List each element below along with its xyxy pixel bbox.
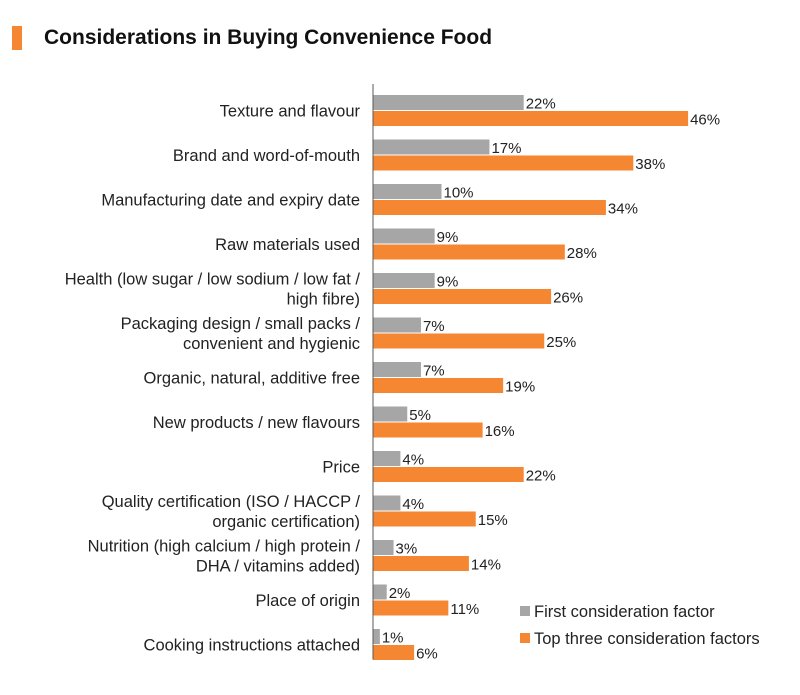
category-label: Quality certification (ISO / HACCP / [102, 493, 361, 511]
legend-label: Top three consideration factors [534, 630, 760, 648]
category-label: Raw materials used [215, 236, 360, 254]
data-label: 4% [402, 496, 424, 513]
bar-first-consideration [373, 139, 490, 155]
bars-layer [373, 95, 689, 660]
data-label: 15% [478, 512, 508, 529]
data-label: 46% [690, 112, 720, 129]
data-label: 6% [416, 646, 438, 663]
data-label: 16% [485, 423, 515, 440]
bar-top-three [373, 333, 545, 349]
bar-top-three [373, 244, 565, 260]
bar-first-consideration [373, 362, 421, 377]
category-label: high fibre) [287, 291, 360, 309]
bar-first-consideration [373, 540, 394, 555]
category-label: Health (low sugar / low sodium / low fat… [65, 271, 361, 289]
bar-first-consideration [373, 584, 387, 600]
data-label: 7% [423, 363, 445, 380]
bar-first-consideration [373, 95, 524, 110]
data-label: 25% [546, 334, 576, 351]
chart-title: Considerations in Buying Convenience Foo… [44, 26, 493, 49]
data-label: 2% [389, 585, 411, 602]
data-label: 10% [444, 185, 474, 202]
bar-first-consideration [373, 273, 435, 288]
category-label: Price [322, 459, 360, 477]
legend-swatch [520, 633, 530, 643]
data-label: 22% [526, 96, 556, 113]
category-label: Manufacturing date and expiry date [101, 192, 360, 210]
category-label: Cooking instructions attached [144, 637, 360, 655]
title-accent-bar [12, 26, 22, 50]
bar-first-consideration [373, 629, 380, 644]
category-label: Packaging design / small packs / [121, 315, 361, 333]
data-label: 14% [471, 557, 501, 574]
data-label: 26% [553, 290, 583, 307]
bar-first-consideration [373, 317, 421, 333]
category-label: convenient and hygienic [183, 335, 360, 353]
data-label: 22% [526, 468, 556, 485]
data-label: 34% [608, 201, 638, 218]
bar-first-consideration [373, 495, 401, 511]
category-label: DHA / vitamins added) [196, 558, 360, 576]
data-label: 28% [567, 245, 597, 262]
category-label: Place of origin [255, 592, 360, 610]
bar-top-three [373, 645, 415, 660]
bar-top-three [373, 511, 476, 527]
category-label: Brand and word-of-mouth [173, 147, 360, 165]
data-label: 7% [423, 318, 445, 335]
bar-first-consideration [373, 228, 435, 244]
category-label: Organic, natural, additive free [144, 370, 360, 388]
category-label: Texture and flavour [220, 103, 361, 121]
category-label: New products / new flavours [153, 414, 360, 432]
data-label: 9% [437, 274, 459, 291]
bar-top-three [373, 111, 689, 126]
bar-first-consideration [373, 406, 408, 422]
legend: First consideration factor Top three cons… [520, 603, 760, 648]
bar-top-three [373, 467, 524, 482]
data-label: 3% [396, 541, 418, 558]
legend-label: First consideration factor [534, 603, 715, 621]
bar-top-three [373, 378, 504, 393]
bar-first-consideration [373, 451, 401, 466]
data-label: 5% [409, 407, 431, 424]
bar-top-three [373, 289, 552, 304]
bar-top-three [373, 600, 449, 616]
data-label: 19% [505, 379, 535, 396]
category-label: Nutrition (high calcium / high protein / [88, 538, 361, 556]
category-labels: Texture and flavour Brand and word-of-mou… [65, 103, 361, 655]
bar-top-three [373, 556, 469, 571]
legend-swatch [520, 606, 530, 616]
data-label: 4% [402, 452, 424, 469]
bar-top-three [373, 200, 606, 215]
data-label: 38% [635, 156, 665, 173]
value-labels: 22% 46% 17% 38% 10% 34% 9% 28% 9% 26% 7% 25% 7% 19% 5%… [382, 96, 720, 663]
data-label: 17% [491, 140, 521, 157]
data-label: 1% [382, 630, 404, 647]
bar-first-consideration [373, 184, 442, 199]
bar-top-three [373, 422, 483, 438]
category-label: organic certification) [212, 513, 360, 531]
data-label: 9% [437, 229, 459, 246]
data-label: 11% [450, 601, 479, 618]
bar-top-three [373, 155, 634, 171]
